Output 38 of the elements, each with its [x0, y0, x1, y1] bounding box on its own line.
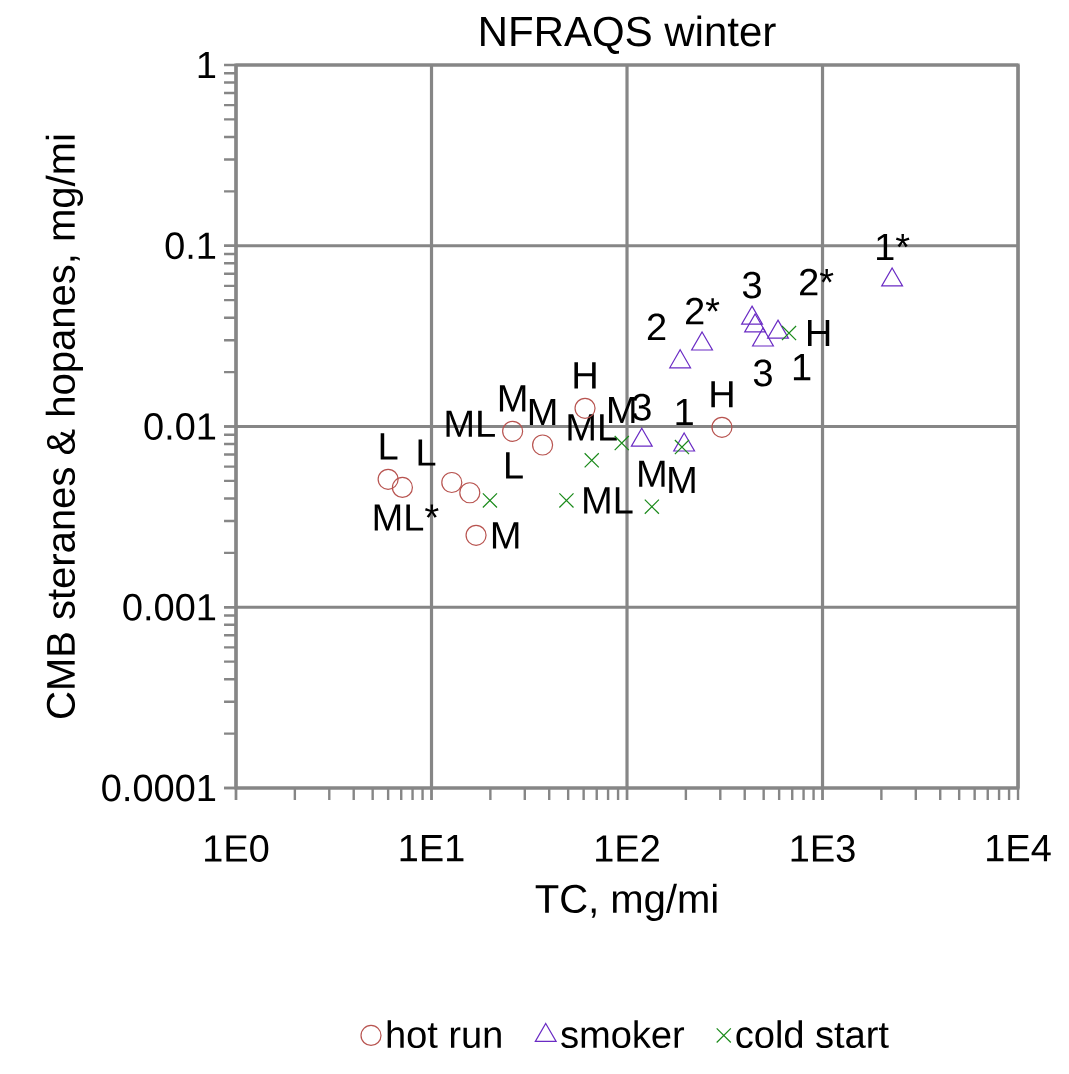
annotation: 2*	[686, 297, 720, 325]
annotation: 1	[676, 398, 693, 426]
annotation: H	[808, 319, 830, 347]
annotation: M	[669, 466, 695, 494]
annotation: ML*	[374, 504, 439, 531]
annotation: 1	[793, 354, 811, 381]
annotation: H	[711, 381, 733, 408]
annotation: 2*	[800, 268, 834, 296]
x-tick-label: 1E1	[400, 835, 464, 862]
x-axis-title: TC, mg/mi	[535, 883, 717, 922]
annotation: L	[380, 433, 398, 460]
annotation: ML	[446, 410, 495, 437]
y-tick-label: 1	[198, 51, 216, 79]
annotation: M	[639, 460, 665, 487]
legend-label: cold start	[736, 1020, 889, 1049]
y-tick-label: 0.1	[165, 232, 216, 260]
chart-title: NFRAQS winter	[481, 15, 776, 54]
y-axis-title: CMB steranes & hopanes, mg/mi	[45, 135, 83, 718]
annotation: 3	[742, 271, 761, 299]
annotation: 2	[647, 313, 666, 341]
y-tick-label: 0.0001	[102, 774, 216, 802]
y-tick-label: 0.01	[144, 413, 216, 440]
x-tick-label: 1E0	[205, 835, 269, 862]
annotation: M	[499, 385, 526, 412]
x-tick-label: 1E3	[791, 835, 855, 862]
annotation: 3	[753, 359, 772, 387]
legend-label: smoker	[561, 1020, 685, 1049]
annotation: M	[492, 522, 519, 549]
annotation: ML	[584, 487, 633, 514]
y-tick-label: 0.001	[123, 593, 216, 621]
annotation: L	[506, 452, 523, 479]
annotation: 1*	[877, 233, 910, 261]
x-tick-label: 1E2	[596, 835, 659, 862]
x-tick-label: 1E4	[987, 835, 1051, 862]
annotation: H	[574, 362, 596, 389]
annotation: M	[529, 398, 556, 426]
annotation: L	[418, 439, 436, 466]
legend-label: hot run	[387, 1020, 501, 1049]
